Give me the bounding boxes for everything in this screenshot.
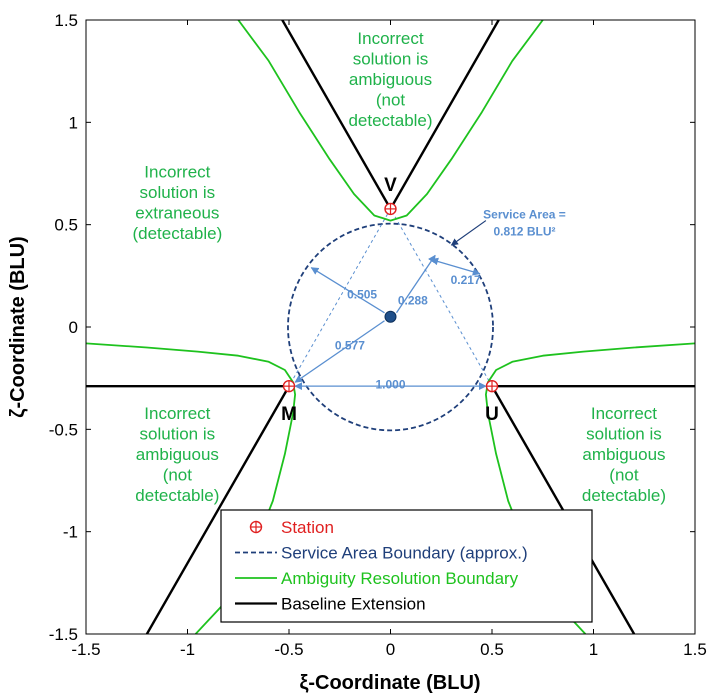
region-annotation-line: (not	[609, 465, 639, 484]
y-tick-label: 1	[69, 113, 78, 132]
dimension-label: 0.288	[398, 293, 428, 307]
region-annotation-line: solution is	[586, 424, 662, 443]
gap-arrow	[430, 257, 481, 276]
region-annotation-line: Incorrect	[357, 29, 423, 48]
region-annotation-line: Incorrect	[144, 162, 210, 181]
dimension-label: 1.000	[375, 377, 405, 391]
axes: -1.5 -1 -0.5 0 0.5 1 1.5 -1.5 -1 -0.5 0 0.5 1 1.5	[49, 11, 707, 659]
legend-label: Baseline Extension	[281, 595, 426, 614]
station-label: M	[281, 404, 297, 425]
y-tick-label: 0	[69, 318, 78, 337]
legend-label: Station	[281, 518, 334, 537]
baseline-extension-line	[281, 20, 392, 210]
legend-label: Ambiguity Resolution Boundary	[281, 569, 519, 588]
legend: Station Service Area Boundary (approx.) Am…	[220, 509, 593, 623]
region-annotation-line: detectable)	[582, 486, 666, 505]
region-annotation-line: (not	[376, 91, 406, 110]
region-annotation-line: solution is	[353, 50, 429, 69]
region-annotation-line: (detectable)	[132, 224, 222, 243]
legend-label: Service Area Boundary (approx.)	[281, 544, 528, 563]
station-label: U	[485, 404, 499, 425]
region-annotation-line: (not	[163, 465, 193, 484]
region-annotation-line: solution is	[140, 424, 216, 443]
dimension-label: 0.217	[451, 273, 481, 287]
annotations: V M U 0.505 0.288 0.217 0.577 1.000 Service Area…	[132, 29, 666, 505]
triangle-edge	[288, 208, 391, 387]
x-tick-label: 0.5	[480, 640, 504, 659]
legend-box	[220, 509, 593, 623]
region-annotation-line: detectable)	[348, 111, 432, 130]
triangle-edge	[390, 208, 493, 387]
x-tick-label: -0.5	[274, 640, 303, 659]
dimension-label: 0.505	[347, 287, 377, 301]
x-tick-label: -1.5	[71, 640, 100, 659]
region-annotation-line: Incorrect	[144, 404, 210, 423]
y-tick-label: -1.5	[49, 625, 78, 644]
region-annotation-line: extraneous	[135, 203, 219, 222]
region-annotation-line: ambiguous	[136, 445, 219, 464]
baseline-extension-line	[389, 20, 500, 210]
circumradius-arrow	[294, 320, 385, 383]
region-annotation-line: detectable)	[135, 486, 219, 505]
baseline-extension-line	[145, 385, 291, 634]
y-tick-label: -1	[63, 523, 78, 542]
radius-arrow	[310, 267, 385, 314]
y-tick-label: -0.5	[49, 420, 78, 439]
x-tick-label: -1	[180, 640, 195, 659]
region-annotation-line: ambiguous	[349, 70, 432, 89]
x-axis-label: ξ-Coordinate (BLU)	[299, 672, 480, 694]
station-label: V	[384, 175, 397, 196]
x-tick-label: 1	[589, 640, 598, 659]
region-annotation-line: solution is	[140, 183, 216, 202]
y-axis-label: ζ-Coordinate (BLU)	[7, 236, 29, 417]
service-area-circle	[287, 222, 494, 432]
dimension-label: 0.577	[335, 338, 365, 352]
y-tick-label: 1.5	[54, 11, 78, 30]
service-area-callout-arrow	[450, 220, 487, 246]
x-tick-label: 1.5	[683, 640, 707, 659]
ambiguity-boundary-curve	[237, 20, 544, 222]
service-area-label: Service Area =	[483, 208, 566, 222]
x-tick-label: 0	[386, 640, 395, 659]
region-annotation-line: Incorrect	[591, 404, 657, 423]
region-annotation-line: ambiguous	[582, 445, 665, 464]
apothem-arrow	[395, 254, 436, 314]
service-area-value: 0.812 BLU²	[493, 225, 555, 239]
y-tick-label: 0.5	[54, 216, 78, 235]
center-point	[384, 310, 397, 323]
